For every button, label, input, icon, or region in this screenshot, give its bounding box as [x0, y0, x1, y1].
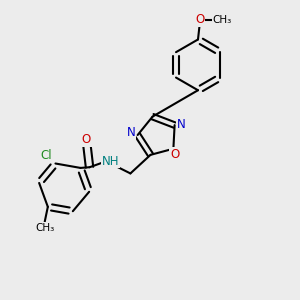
- Text: CH₃: CH₃: [212, 15, 232, 25]
- Text: NH: NH: [101, 154, 119, 167]
- Text: CH₃: CH₃: [35, 223, 54, 233]
- Text: Cl: Cl: [40, 149, 52, 162]
- Text: O: O: [82, 133, 91, 146]
- Text: O: O: [195, 14, 204, 26]
- Text: O: O: [170, 148, 180, 161]
- Text: N: N: [177, 118, 186, 131]
- Text: N: N: [127, 126, 135, 139]
